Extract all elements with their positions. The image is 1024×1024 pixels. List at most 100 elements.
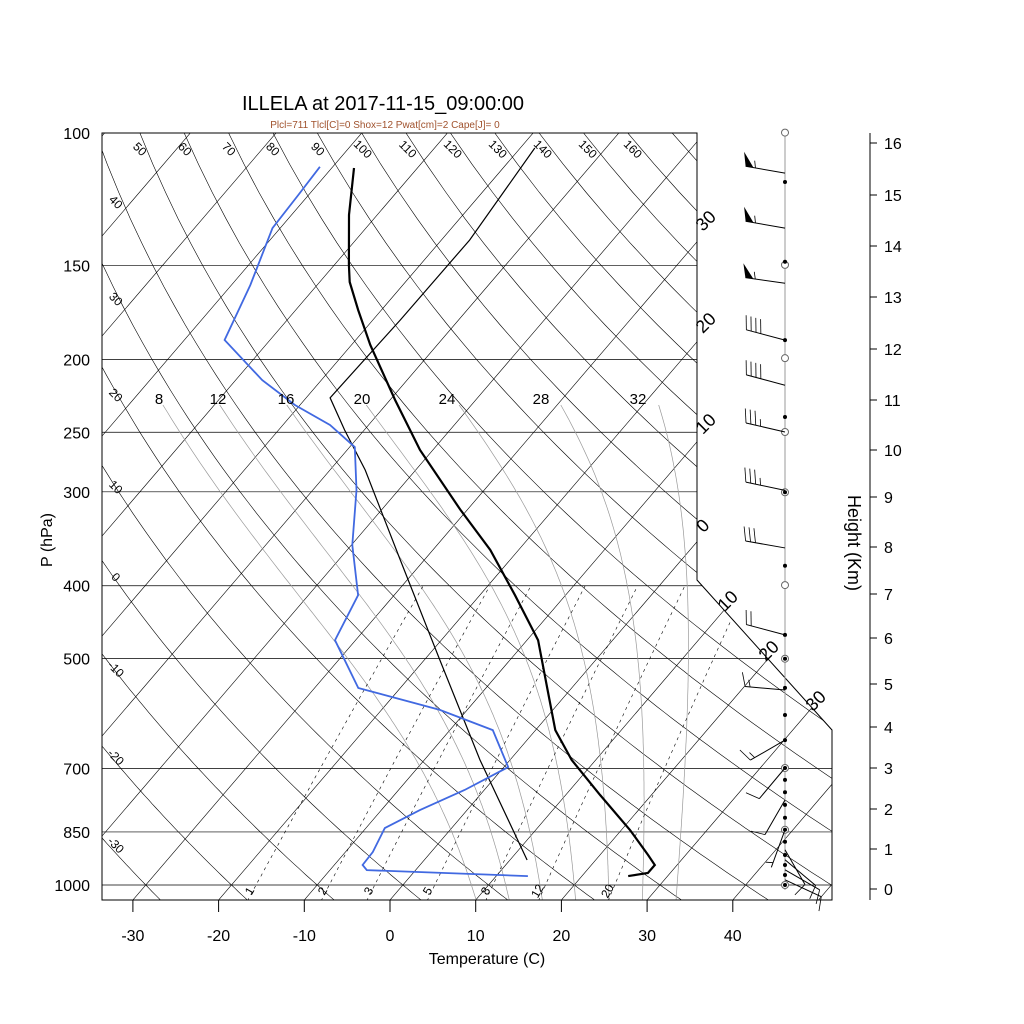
moist-adiabat-label: 20 bbox=[354, 391, 371, 408]
wind-barb-line bbox=[764, 799, 786, 835]
wind-barb-line bbox=[750, 739, 786, 761]
isotherm bbox=[204, 133, 832, 900]
moist-adiabat-label: 8 bbox=[155, 391, 163, 408]
isotherm bbox=[804, 133, 832, 900]
wind-barb-line bbox=[748, 679, 751, 688]
x-tick-label: 30 bbox=[638, 928, 656, 945]
p-tick-label: 150 bbox=[63, 258, 90, 275]
dry-adiabat bbox=[102, 133, 706, 900]
wind-barb-line bbox=[745, 277, 786, 284]
x-axis-label: Temperature (C) bbox=[429, 951, 545, 968]
wind-barb-line bbox=[744, 467, 747, 483]
isotherm bbox=[102, 133, 649, 900]
isotherm bbox=[102, 133, 135, 900]
mixing-ratio-line bbox=[426, 585, 586, 900]
dry-adiabat-label: 130 bbox=[486, 137, 510, 161]
isotherm bbox=[102, 133, 563, 900]
dry-adiabat bbox=[126, 133, 832, 900]
dry-adiabat bbox=[102, 133, 265, 900]
x-tick-label: 10 bbox=[467, 928, 485, 945]
x-tick-label: 20 bbox=[553, 928, 571, 945]
wind-barb-line bbox=[746, 374, 786, 386]
wind-level-dot bbox=[783, 873, 787, 877]
dry-adiabat-label: 40 bbox=[106, 192, 126, 212]
x-tick-label: 40 bbox=[724, 928, 742, 945]
x-tick-label: -10 bbox=[293, 928, 316, 945]
height-tick-label: 6 bbox=[884, 631, 893, 648]
wind-level-dot bbox=[783, 802, 787, 807]
height-tick-label: 13 bbox=[884, 290, 902, 307]
dry-adiabat bbox=[298, 133, 832, 900]
dry-adiabat bbox=[600, 133, 832, 900]
dry-adiabat-label: 90 bbox=[308, 139, 328, 159]
wind-barb-line bbox=[745, 540, 786, 549]
isotherm-label: 0 bbox=[692, 515, 713, 536]
wind-barb-line bbox=[754, 469, 757, 485]
isotherm-label: 10 bbox=[714, 587, 742, 615]
wind-barb bbox=[745, 315, 786, 341]
wind-barb-line bbox=[794, 884, 806, 896]
dry-adiabat-label: 10 bbox=[106, 477, 126, 497]
x-tick-label: -20 bbox=[207, 928, 230, 945]
isotherm bbox=[102, 133, 392, 900]
wind-barb bbox=[744, 151, 786, 174]
height-tick-label: 0 bbox=[884, 882, 893, 899]
dry-adiabat bbox=[102, 133, 618, 900]
wind-barb-line bbox=[759, 477, 761, 486]
wind-barb bbox=[744, 408, 786, 433]
height-tick-label: 11 bbox=[884, 393, 901, 410]
moist-adiabat bbox=[560, 404, 645, 900]
wind-barb-line bbox=[765, 861, 774, 864]
wind-barb-line bbox=[770, 829, 786, 868]
moist-adiabat bbox=[286, 404, 543, 900]
isotherm bbox=[547, 133, 832, 900]
isotherm bbox=[290, 133, 832, 900]
mixing-ratio-line bbox=[366, 585, 532, 900]
dry-adiabat-label: -30 bbox=[105, 834, 127, 856]
wind-barb-line bbox=[784, 849, 806, 885]
dewpoint-profile bbox=[223, 166, 528, 877]
isotherm bbox=[102, 133, 221, 900]
p-tick-label: 250 bbox=[63, 425, 90, 442]
wind-barb bbox=[744, 467, 786, 491]
mixing-ratio-line bbox=[607, 585, 748, 900]
moist-adiabat bbox=[219, 404, 510, 900]
moist-adiabat bbox=[658, 404, 689, 900]
height-tick-label: 15 bbox=[884, 188, 902, 205]
wind-barb bbox=[741, 672, 786, 691]
mixing-ratio-line bbox=[320, 585, 491, 900]
wind-barb bbox=[743, 526, 786, 549]
dry-adiabat bbox=[384, 133, 832, 900]
wind-barb-line bbox=[744, 408, 747, 424]
p-tick-label: 100 bbox=[63, 126, 90, 143]
isotherm bbox=[461, 133, 832, 900]
parcel-path bbox=[329, 147, 536, 861]
height-tick-label: 5 bbox=[884, 677, 893, 694]
wind-level-dot bbox=[783, 863, 787, 867]
wind-barb bbox=[744, 206, 786, 229]
wind-barb-line bbox=[741, 672, 746, 687]
dry-adiabat-label: 60 bbox=[175, 139, 195, 159]
wind-barb-line bbox=[784, 879, 822, 898]
x-tick-label: -30 bbox=[121, 928, 144, 945]
y-axis-label: P (hPa) bbox=[39, 513, 56, 567]
height-tick-label: 12 bbox=[884, 342, 902, 359]
mixing-ratio-line bbox=[538, 585, 686, 900]
isotherm bbox=[718, 133, 832, 900]
wind-barb bbox=[784, 879, 822, 912]
p-tick-label: 500 bbox=[63, 652, 90, 669]
wind-barb-line bbox=[748, 527, 751, 542]
wind-barb-line bbox=[745, 422, 786, 433]
wind-profile bbox=[739, 128, 822, 912]
moist-adiabat-label: 24 bbox=[439, 391, 456, 408]
moist-adiabat bbox=[162, 404, 477, 900]
height-tick-label: 14 bbox=[884, 239, 902, 256]
p-tick-label: 850 bbox=[63, 825, 90, 842]
mixing-ratio-label: 2 bbox=[315, 884, 331, 897]
isotherm-label: 20 bbox=[692, 309, 720, 337]
dry-adiabat-label: 150 bbox=[576, 137, 600, 161]
wind-barb-line bbox=[818, 896, 822, 912]
wind-level-open-circle bbox=[781, 581, 789, 590]
dry-adiabat-label: 0 bbox=[109, 570, 124, 585]
